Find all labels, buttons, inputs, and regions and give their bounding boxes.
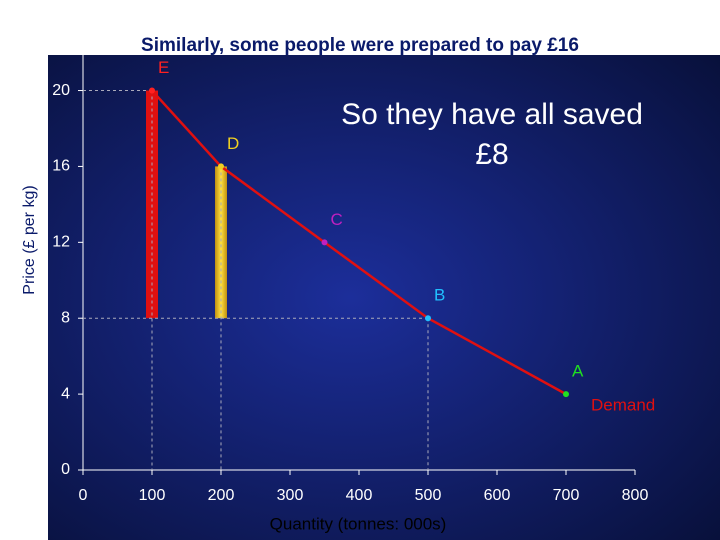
point-label: A <box>572 362 584 381</box>
point-label: D <box>227 134 239 153</box>
annotation: So they have all saved <box>341 98 643 131</box>
y-tick-label: 20 <box>52 82 70 99</box>
point <box>563 391 569 398</box>
point-label: C <box>331 210 343 229</box>
y-tick-label: 12 <box>52 234 70 251</box>
x-tick-label: 0 <box>79 487 88 504</box>
x-tick-label: 500 <box>415 487 442 504</box>
point <box>218 163 224 170</box>
point <box>321 239 328 246</box>
x-tick-label: 800 <box>622 487 649 504</box>
background-panel <box>48 55 720 540</box>
x-tick-label: 700 <box>553 487 580 504</box>
chart-title: Similarly, some people were prepared to … <box>141 35 579 56</box>
x-tick-label: 100 <box>139 487 166 504</box>
legend-label: Demand <box>591 396 655 415</box>
y-tick-label: 4 <box>61 385 70 402</box>
annotation: £8 <box>475 138 508 171</box>
x-tick-label: 200 <box>208 487 235 504</box>
point <box>149 87 155 94</box>
y-tick-label: 8 <box>61 309 70 326</box>
x-tick-label: 600 <box>484 487 511 504</box>
y-axis-label: Price (£ per kg) <box>21 185 38 294</box>
y-tick-label: 0 <box>61 461 70 478</box>
point-label: B <box>434 286 445 305</box>
x-tick-label: 300 <box>277 487 304 504</box>
surplus-bar <box>146 90 158 319</box>
x-tick-label: 400 <box>346 487 373 504</box>
point-label: E <box>158 58 169 77</box>
y-tick-label: 16 <box>52 158 70 175</box>
x-axis-label: Quantity (tonnes: 000s) <box>270 514 447 533</box>
surplus-bar <box>215 166 227 319</box>
point <box>425 315 431 322</box>
